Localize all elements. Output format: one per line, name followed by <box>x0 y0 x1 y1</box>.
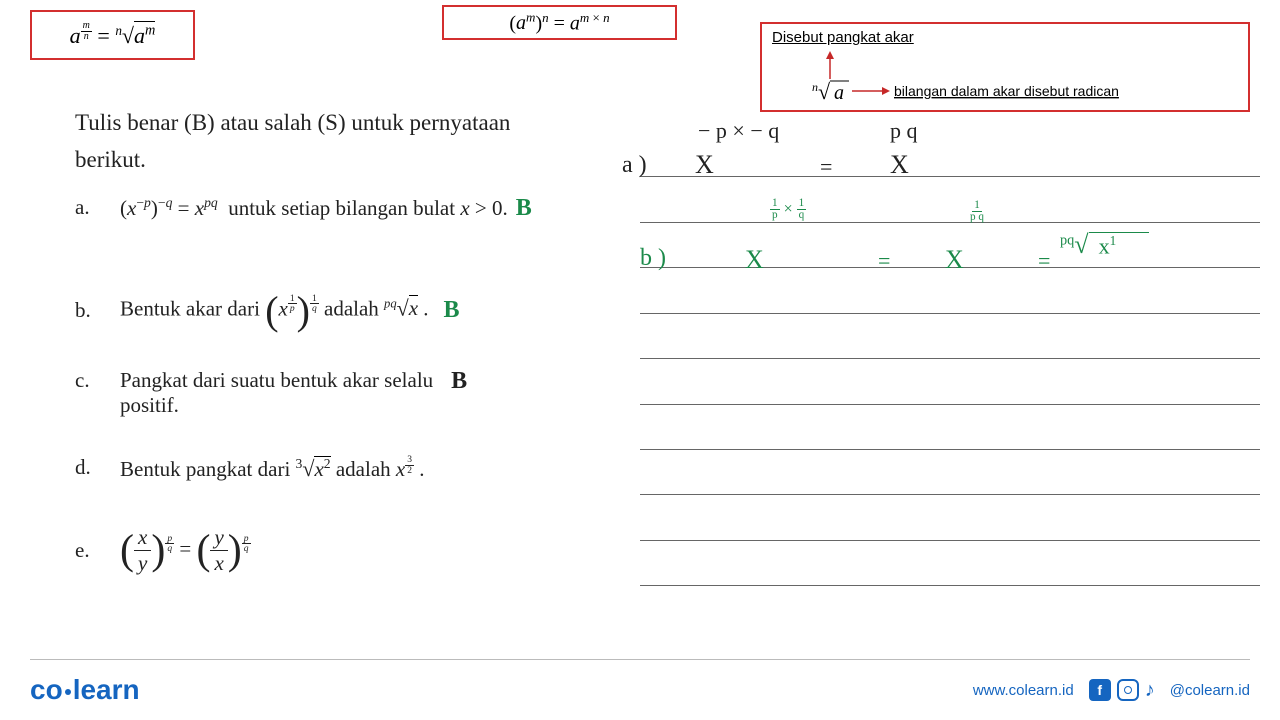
question-intro: Tulis benar (B) atau salah (S) untuk per… <box>75 105 510 179</box>
formula-box-power-of-power: (am)n = am × n <box>442 5 677 40</box>
hand-b-frac2: 1p q <box>968 200 986 223</box>
question-item-a: a. (x−p)−q = xpq untuk setiap bilangan b… <box>75 195 532 222</box>
footer-handle: @colearn.id <box>1170 682 1250 699</box>
instagram-icon <box>1117 679 1139 701</box>
item-content: Pangkat dari suatu bentuk akar selalupos… <box>120 368 433 418</box>
hand-b-eq2: = <box>1038 248 1050 274</box>
item-content: (xy)pq = (yx)pq <box>120 525 251 576</box>
svg-text:a: a <box>834 82 844 104</box>
formula-text: (am)n = am × n <box>509 10 609 36</box>
footer-url: www.colearn.id <box>973 682 1074 699</box>
hand-b-radical: pq√x1 <box>1060 230 1149 260</box>
hand-b-eq: = <box>878 248 890 274</box>
item-label: b. <box>75 298 120 323</box>
item-label: c. <box>75 368 120 393</box>
hand-b-x2: X <box>945 245 964 275</box>
item-content: Bentuk pangkat dari 3√x2 adalah x32 . <box>120 455 425 482</box>
hand-a-x2: X <box>890 150 909 180</box>
question-item-d: d. Bentuk pangkat dari 3√x2 adalah x32 . <box>75 455 425 482</box>
item-label: d. <box>75 455 120 480</box>
box3-title: Disebut pangkat akar <box>772 29 1238 46</box>
question-item-e: e. (xy)pq = (yx)pq <box>75 515 251 585</box>
tiktok-icon: ♪ <box>1145 679 1155 702</box>
item-label: a. <box>75 195 120 220</box>
question-item-c: c. Pangkat dari suatu bentuk akar selalu… <box>75 368 467 418</box>
facebook-icon: f <box>1089 679 1111 701</box>
svg-text:bilangan dalam akar disebut ra: bilangan dalam akar disebut radican <box>894 83 1119 99</box>
formula-box-fractional-exponent: amn = n√am <box>30 10 195 60</box>
hand-b-label: b ) <box>640 245 666 272</box>
item-content: Bentuk akar dari (x1p)1q adalah pq√x . <box>120 287 429 334</box>
hand-a-x1: X <box>695 150 714 180</box>
hand-b-frac1: 1p × 1q <box>770 198 806 221</box>
radical-diagram: n √ a bilangan dalam akar disebut radica… <box>772 49 1242 114</box>
hand-a-label: a ) <box>622 152 647 179</box>
footer-right: www.colearn.id f ♪ @colearn.id <box>973 679 1250 702</box>
item-content: (x−p)−q = xpq untuk setiap bilangan bula… <box>120 195 508 221</box>
hand-b-x1: X <box>745 245 764 275</box>
hand-exp2: p q <box>890 118 918 144</box>
answer-mark: B <box>451 368 467 395</box>
formula-text: amn = n√am <box>70 21 156 49</box>
colearn-logo: colearn <box>30 674 140 706</box>
formula-box-radical-terms: Disebut pangkat akar n √ a bilangan dala… <box>760 22 1250 112</box>
svg-text:√: √ <box>818 79 831 104</box>
answer-mark: B <box>444 297 460 324</box>
item-label: e. <box>75 538 120 563</box>
hand-a-eq: = <box>820 154 832 180</box>
answer-mark: B <box>516 195 532 222</box>
hand-exp1: − p × − q <box>698 118 779 144</box>
footer: colearn www.colearn.id f ♪ @colearn.id <box>0 660 1280 720</box>
question-item-b: b. Bentuk akar dari (x1p)1q adalah pq√x … <box>75 275 460 345</box>
social-icons: f ♪ <box>1089 679 1155 702</box>
